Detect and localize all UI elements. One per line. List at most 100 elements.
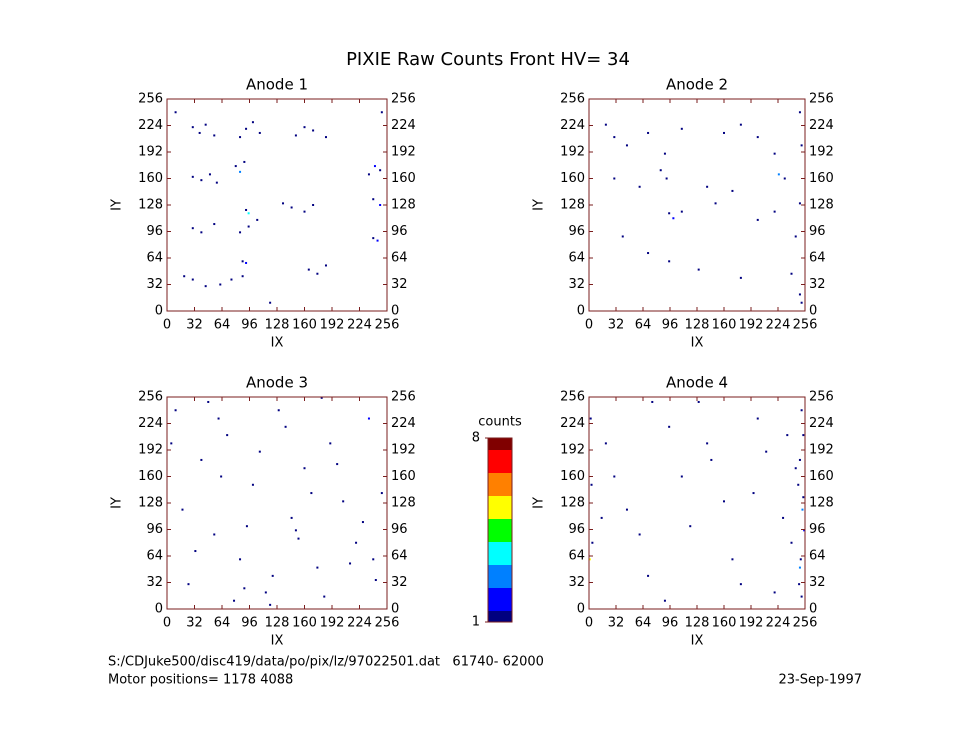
count-pixel — [783, 177, 786, 180]
colorbar-band — [488, 547, 512, 554]
count-pixel — [663, 152, 666, 155]
count-pixel — [349, 562, 352, 565]
x-tick-label: 224 — [347, 616, 372, 631]
count-pixel — [765, 450, 768, 453]
count-pixel — [233, 599, 236, 602]
count-pixel — [799, 558, 802, 561]
y-tick-label: 192 — [560, 145, 585, 160]
y-axis-label: IY — [110, 497, 125, 509]
colorbar-label: counts — [478, 415, 522, 430]
colorbar-band — [488, 466, 512, 473]
count-pixel — [208, 173, 211, 176]
count-pixel — [245, 261, 248, 264]
y-tick-label: 128 — [560, 496, 585, 511]
x-tick-label: 96 — [662, 616, 679, 631]
count-pixel — [303, 210, 306, 213]
count-pixel — [269, 301, 272, 304]
x-tick-label: 0 — [585, 616, 593, 631]
y2-tick-label: 64 — [809, 251, 826, 266]
count-pixel — [234, 165, 237, 168]
count-pixel — [373, 165, 376, 168]
y2-tick-label: 32 — [809, 575, 826, 590]
count-pixel — [303, 126, 306, 129]
y2-tick-label: 224 — [809, 118, 834, 133]
count-pixel — [247, 225, 250, 228]
colorbar-band — [488, 512, 512, 519]
figure-title: PIXIE Raw Counts Front HV= 34 — [346, 49, 630, 70]
footer-date: 23-Sep-1997 — [778, 673, 862, 688]
y-tick-label: 0 — [155, 304, 163, 319]
x-tick-label: 128 — [685, 318, 710, 333]
count-pixel — [786, 434, 789, 437]
count-pixel — [213, 134, 216, 137]
panel-title: Anode 1 — [246, 76, 308, 94]
colorbar-band — [488, 593, 512, 600]
count-pixel — [782, 516, 785, 519]
count-pixel — [668, 260, 671, 263]
count-pixel — [638, 533, 641, 536]
colorbar-band — [488, 604, 512, 611]
count-pixel — [680, 210, 683, 213]
colorbar-band — [488, 524, 512, 531]
count-pixel — [372, 558, 375, 561]
y-tick-label: 64 — [146, 549, 163, 564]
count-pixel — [800, 409, 803, 412]
count-pixel — [336, 463, 339, 466]
y-tick-label: 96 — [568, 522, 585, 537]
x-tick-label: 96 — [241, 616, 258, 631]
count-pixel — [187, 583, 190, 586]
y-tick-label: 256 — [560, 92, 585, 107]
x-tick-label: 96 — [241, 318, 258, 333]
y2-tick-label: 192 — [391, 443, 416, 458]
y-tick-label: 128 — [138, 198, 163, 213]
count-pixel — [207, 400, 210, 403]
count-pixel — [312, 129, 315, 132]
panel-title: Anode 3 — [246, 374, 308, 392]
count-pixel — [798, 458, 801, 461]
y-tick-label: 0 — [577, 602, 585, 617]
count-pixel — [251, 483, 254, 486]
y-tick-label: 160 — [560, 469, 585, 484]
y2-tick-label: 128 — [391, 496, 416, 511]
x-tick-label: 128 — [265, 616, 290, 631]
count-pixel — [264, 591, 267, 594]
y2-tick-label: 32 — [391, 277, 408, 292]
y-tick-label: 192 — [560, 443, 585, 458]
colorbar-band — [488, 576, 512, 583]
count-pixel — [589, 417, 592, 420]
count-pixel — [714, 202, 717, 205]
y2-tick-label: 256 — [391, 92, 416, 107]
count-pixel — [374, 579, 377, 582]
count-pixel — [191, 227, 194, 230]
count-pixel — [668, 212, 671, 215]
count-pixel — [380, 492, 383, 495]
count-pixel — [689, 525, 692, 528]
y2-tick-label: 96 — [391, 224, 408, 239]
count-pixel — [258, 450, 261, 453]
x-tick-label: 64 — [635, 318, 652, 333]
y-tick-label: 32 — [146, 277, 163, 292]
x-tick-label: 64 — [635, 616, 652, 631]
count-pixel — [204, 123, 207, 126]
y-tick-label: 224 — [560, 416, 585, 431]
y-tick-label: 96 — [146, 522, 163, 537]
y2-tick-label: 128 — [809, 496, 834, 511]
y-tick-label: 224 — [560, 118, 585, 133]
y2-tick-label: 128 — [391, 198, 416, 213]
footer-file: S:/CDJuke500/disc419/data/po/pix/lz/9702… — [108, 655, 544, 670]
y2-tick-label: 224 — [391, 118, 416, 133]
y-tick-label: 192 — [138, 443, 163, 458]
count-pixel — [613, 475, 616, 478]
count-pixel — [241, 260, 244, 263]
count-pixel — [800, 595, 803, 598]
count-pixel — [756, 218, 759, 221]
count-pixel — [798, 583, 801, 586]
y2-tick-label: 128 — [809, 198, 834, 213]
count-pixel — [200, 231, 203, 234]
count-pixel — [379, 169, 382, 172]
y2-tick-label: 160 — [391, 469, 416, 484]
count-pixel — [697, 268, 700, 271]
y-tick-label: 64 — [568, 549, 585, 564]
count-pixel — [215, 181, 218, 184]
count-pixel — [258, 131, 261, 134]
